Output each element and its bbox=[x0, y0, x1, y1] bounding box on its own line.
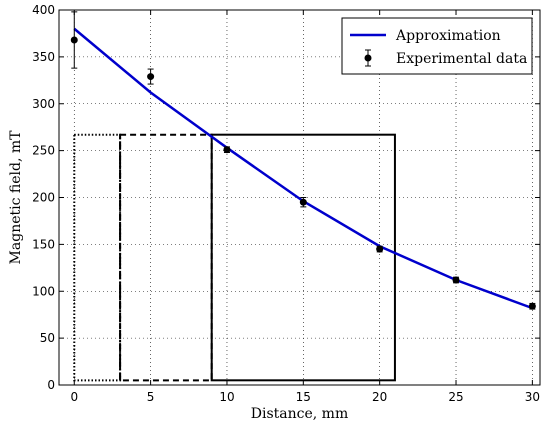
data-point bbox=[452, 276, 460, 284]
legend: Approximation Experimental data bbox=[341, 17, 533, 75]
data-point bbox=[299, 198, 307, 206]
x-tick-label: 25 bbox=[448, 390, 463, 404]
y-tick-label: 100 bbox=[32, 284, 55, 298]
data-point bbox=[376, 245, 384, 253]
y-tick-label: 0 bbox=[47, 378, 55, 392]
y-tick-label: 400 bbox=[32, 3, 55, 17]
annotation-rect-dashed bbox=[119, 133, 213, 382]
y-tick-label: 250 bbox=[32, 144, 55, 158]
y-tick-label: 50 bbox=[40, 331, 55, 345]
y-tick-label: 150 bbox=[32, 237, 55, 251]
y-tick-label: 300 bbox=[32, 97, 55, 111]
legend-box bbox=[341, 17, 533, 75]
x-tick-label: 20 bbox=[372, 390, 387, 404]
legend-label-experimental-data: Experimental data bbox=[396, 51, 527, 67]
x-tick-label: 15 bbox=[296, 390, 311, 404]
x-tick-label: 5 bbox=[147, 390, 155, 404]
legend-label-approximation: Approximation bbox=[395, 28, 501, 44]
series-layer bbox=[70, 11, 536, 310]
data-point bbox=[147, 73, 155, 81]
y-axis-label: Magnetic field, mT bbox=[8, 130, 24, 265]
x-axis-label: Distance, mm bbox=[251, 406, 348, 422]
x-tick-label: 10 bbox=[219, 390, 234, 404]
data-point bbox=[223, 146, 231, 154]
x-tick-label: 0 bbox=[70, 390, 78, 404]
x-tick-label: 30 bbox=[525, 390, 540, 404]
y-tick-label: 350 bbox=[32, 50, 55, 64]
data-point bbox=[70, 36, 78, 44]
annotation-layer bbox=[73, 133, 396, 382]
y-tick-label: 200 bbox=[32, 191, 55, 205]
legend-swatch-experimental-marker bbox=[364, 54, 372, 62]
data-point bbox=[528, 302, 536, 310]
annotation-rect-dotted bbox=[73, 133, 122, 382]
annotation-rect-solid bbox=[210, 133, 396, 382]
